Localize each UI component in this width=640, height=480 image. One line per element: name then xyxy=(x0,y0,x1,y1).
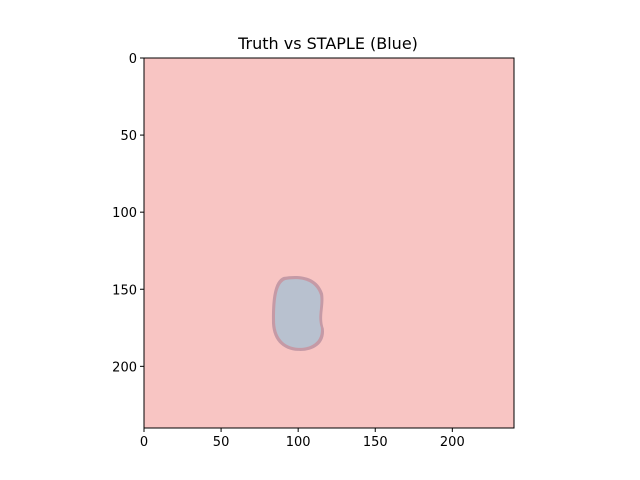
x-tick-label: 100 xyxy=(286,435,311,450)
x-axis: 0 50 100 150 200 xyxy=(140,428,465,450)
x-tick-label: 50 xyxy=(213,435,230,450)
x-tick-label: 200 xyxy=(440,435,465,450)
truth-background xyxy=(144,58,514,428)
x-tick-label: 0 xyxy=(140,435,148,450)
plot-area xyxy=(143,57,515,429)
y-tick-label: 200 xyxy=(112,360,137,375)
y-tick-label: 0 xyxy=(129,52,137,67)
chart-title: Truth vs STAPLE (Blue) xyxy=(237,34,418,53)
y-axis: 0 50 100 150 200 xyxy=(112,52,144,375)
axes-frame xyxy=(143,57,515,429)
y-tick-label: 150 xyxy=(112,283,137,298)
y-tick-label: 100 xyxy=(112,206,137,221)
y-tick-label: 50 xyxy=(120,129,137,144)
x-tick-label: 150 xyxy=(363,435,388,450)
staple-region xyxy=(275,279,321,348)
